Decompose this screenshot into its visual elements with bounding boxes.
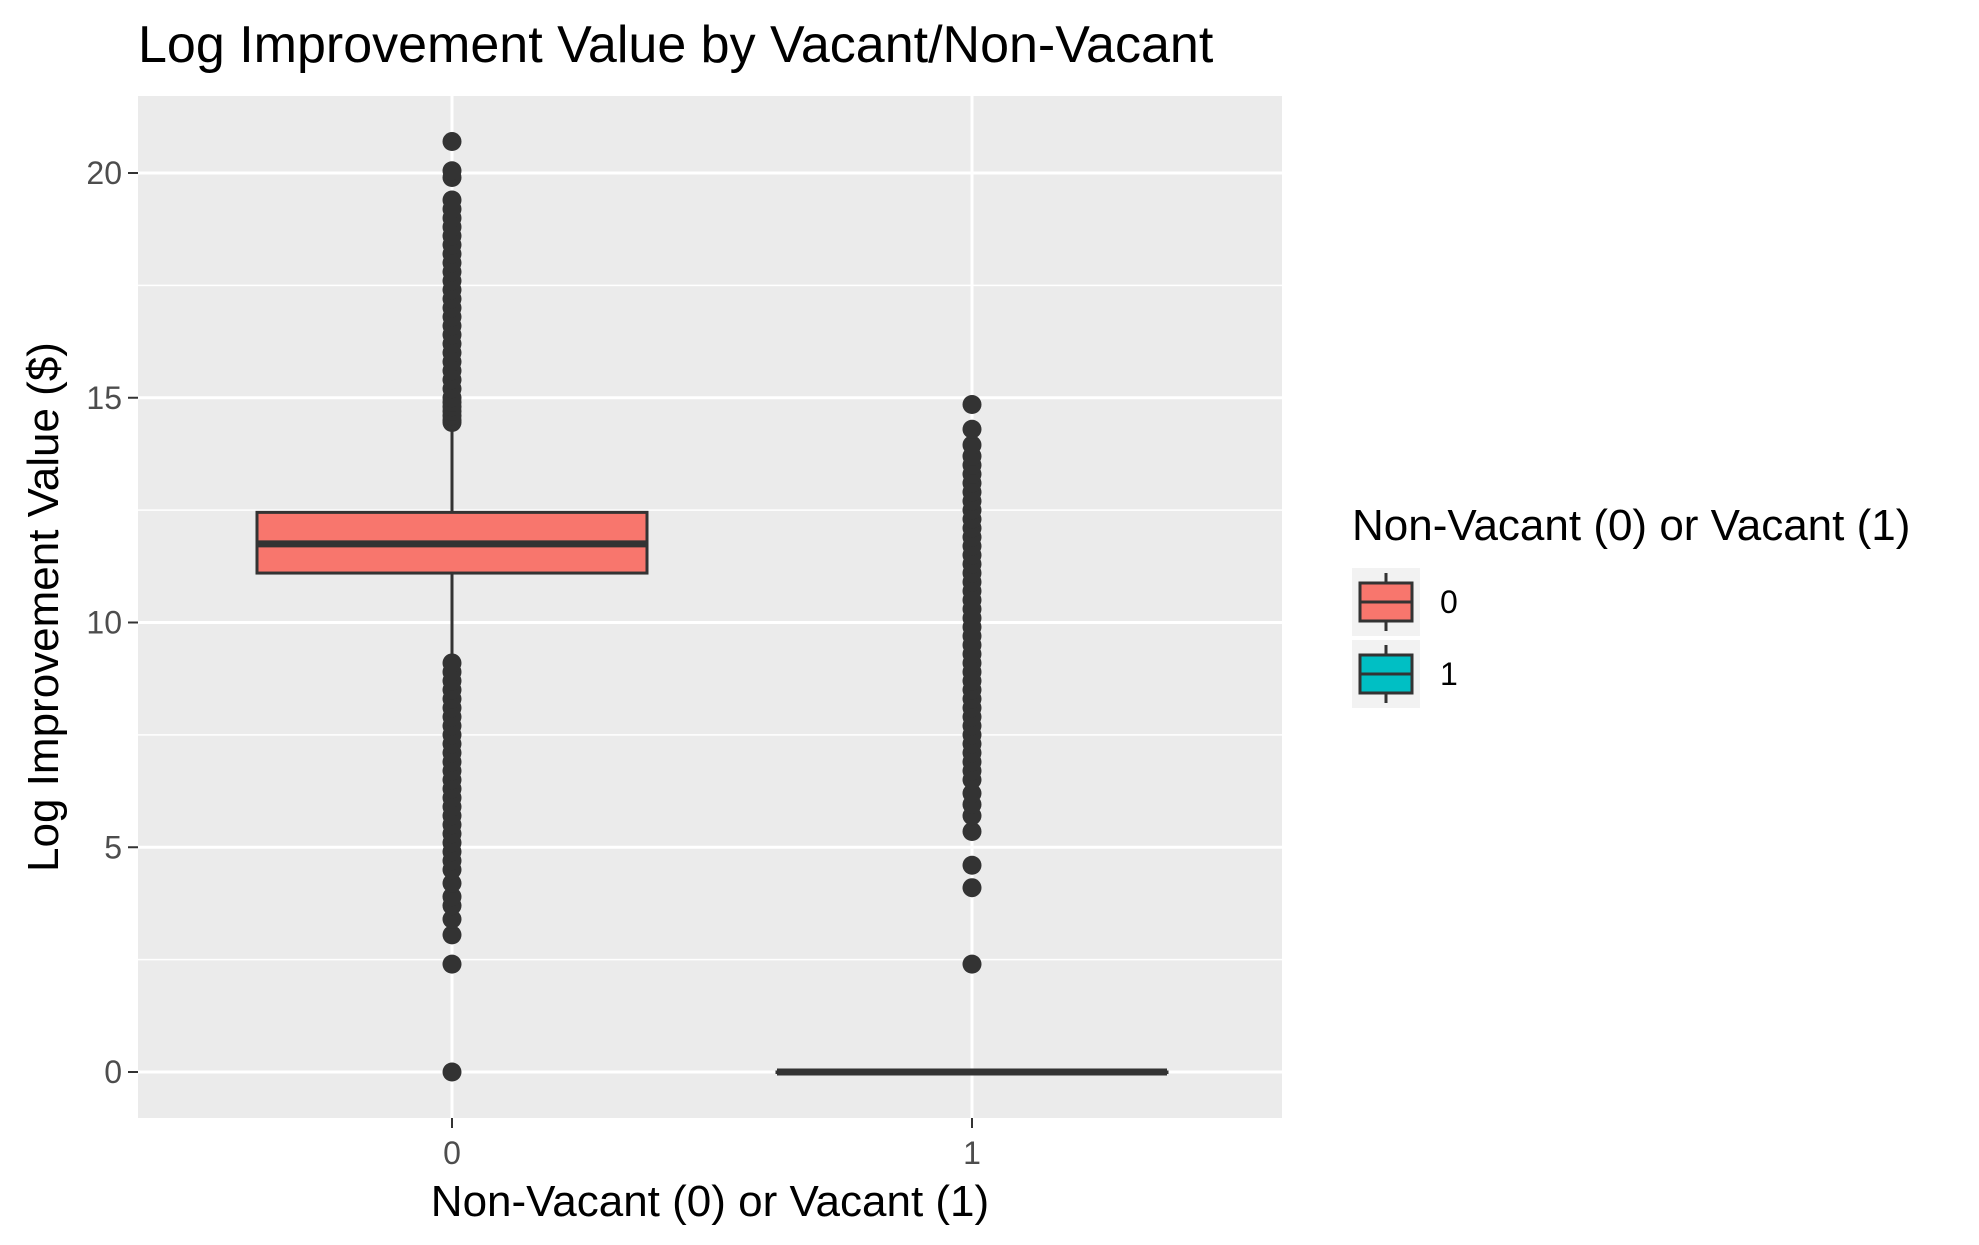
minor-grid [138, 284, 1282, 961]
outlier-point [962, 783, 982, 803]
legend-title: Non-Vacant (0) or Vacant (1) [1352, 501, 1910, 550]
chart-title: Log Improvement Value by Vacant/Non-Vaca… [138, 16, 1214, 74]
outlier-point [442, 887, 462, 907]
legend-label: 0 [1440, 584, 1458, 620]
box-layer [255, 132, 1169, 1082]
y-tick-label: 15 [86, 380, 122, 416]
y-tick-label: 10 [86, 605, 122, 641]
plot-panel [138, 96, 1282, 1118]
outlier-point [442, 909, 462, 929]
legend-key-1: 1 [1352, 640, 1458, 708]
legend: Non-Vacant (0) or Vacant (1) 0 1 [1352, 501, 1910, 708]
x-tick-label: 0 [443, 1135, 461, 1171]
outlier-point [442, 190, 462, 210]
outlier-point [962, 435, 982, 455]
legend-label: 1 [1440, 656, 1458, 692]
x-tick-label: 1 [963, 1135, 981, 1171]
outlier-point [442, 873, 462, 893]
major-grid [138, 96, 1282, 1118]
legend-key-0: 0 [1352, 568, 1458, 636]
y-axis-ticks: 0 5 10 15 20 [86, 155, 138, 1090]
outlier-point [962, 954, 982, 974]
outlier-point [442, 161, 462, 181]
outlier-point [442, 954, 462, 974]
y-tick-label: 20 [86, 155, 122, 191]
outlier-point [442, 925, 462, 945]
outlier-point [442, 132, 462, 152]
y-axis-title: Log Improvement Value ($) [19, 342, 68, 872]
outlier-point [962, 855, 982, 875]
x-axis-title: Non-Vacant (0) or Vacant (1) [431, 1177, 989, 1226]
outlier-point [442, 653, 462, 673]
outlier-point [962, 419, 982, 439]
y-tick-label: 0 [104, 1054, 122, 1090]
outlier-point [442, 1062, 462, 1082]
y-tick-label: 5 [104, 829, 122, 865]
box-group-0 [255, 132, 649, 1082]
outlier-point [962, 822, 982, 842]
outlier-point [962, 878, 982, 898]
outlier-point [962, 394, 982, 414]
box-group-1 [775, 394, 1169, 1076]
